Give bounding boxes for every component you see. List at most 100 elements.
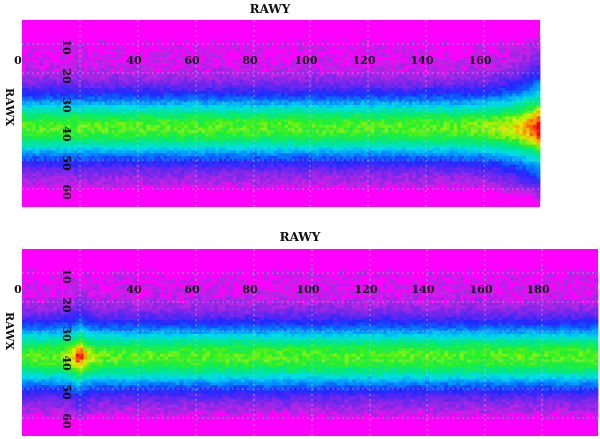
heatmap-cell (343, 156, 348, 160)
heatmap-cell (73, 187, 78, 191)
heatmap-cell (218, 90, 223, 95)
heatmap-cell (360, 73, 365, 78)
heatmap-cell (377, 79, 382, 83)
heatmap-cell (298, 119, 303, 123)
heatmap-cell (363, 90, 368, 95)
heatmap-cell (243, 136, 247, 140)
heatmap-cell (153, 147, 158, 151)
heatmap-cell (284, 116, 289, 120)
heatmap-cell (160, 175, 164, 180)
heatmap-cell (104, 187, 109, 191)
heatmap-cell (101, 178, 106, 182)
heatmap-cell (170, 73, 175, 78)
heatmap-cell (129, 93, 133, 97)
heatmap-cell (87, 90, 92, 95)
heatmap-cell (122, 170, 126, 174)
heatmap-cell (267, 184, 272, 188)
heatmap-cell (35, 105, 40, 109)
heatmap-cell (66, 45, 71, 49)
heatmap-cell (167, 144, 171, 148)
heatmap-cell (63, 150, 68, 154)
heatmap-cell (322, 136, 327, 140)
heatmap-cell (70, 85, 75, 89)
heatmap-cell (122, 130, 126, 134)
heatmap-cell (270, 167, 275, 171)
heatmap-cell (370, 96, 375, 100)
heatmap-cell (84, 175, 89, 180)
heatmap-cell (353, 88, 358, 92)
heatmap-cell (84, 102, 89, 106)
heatmap-cell (180, 156, 185, 160)
heatmap-cell (215, 68, 220, 72)
heatmap-cell (42, 144, 47, 148)
heatmap-cell (191, 73, 196, 78)
heatmap-cell (225, 48, 230, 52)
heatmap-cell (42, 96, 47, 100)
heatmap-cell (291, 167, 296, 171)
heatmap-cell (312, 158, 316, 163)
heatmap-cell (111, 113, 116, 117)
heatmap-cell (84, 93, 89, 97)
heatmap-cell (63, 110, 68, 114)
heatmap-cell (256, 113, 261, 117)
heatmap-cell (305, 139, 310, 143)
heatmap-cell (115, 127, 120, 131)
heatmap-cell (73, 62, 78, 66)
heatmap-cell (367, 105, 372, 109)
heatmap-cell (391, 147, 396, 151)
heatmap-cell (156, 161, 161, 165)
heatmap-cell (346, 56, 351, 61)
heatmap-cell (343, 164, 348, 168)
heatmap-cell (56, 90, 61, 95)
heatmap-cell (77, 127, 82, 131)
heatmap-cell (263, 144, 268, 148)
heatmap-cell (167, 170, 171, 174)
heatmap-cell (80, 124, 85, 129)
heatmap-cell (22, 105, 26, 109)
heatmap-cell (343, 139, 348, 143)
heatmap-cell (66, 167, 71, 171)
heatmap-cell (25, 113, 30, 117)
heatmap-cell (339, 158, 344, 163)
heatmap-cell (104, 122, 109, 126)
heatmap-cell (277, 65, 282, 69)
heatmap-cell (370, 105, 375, 109)
heatmap-cell (39, 110, 44, 114)
heatmap-cell (322, 68, 327, 72)
heatmap-cell (80, 136, 85, 140)
heatmap-cell (118, 116, 123, 120)
heatmap-cell (66, 110, 71, 114)
heatmap-cell (125, 122, 130, 126)
heatmap-cell (153, 113, 158, 117)
heatmap-cell (211, 107, 216, 112)
heatmap-cell (263, 184, 268, 188)
heatmap-cell (270, 119, 275, 123)
heatmap-cell (122, 124, 126, 129)
heatmap-cell (177, 110, 182, 114)
heatmap-cell (118, 167, 123, 171)
heatmap-cell (22, 79, 26, 83)
heatmap-cell (363, 102, 368, 106)
heatmap-cell (170, 68, 175, 72)
heatmap-cell (277, 93, 282, 97)
heatmap-cell (87, 130, 92, 134)
heatmap-cell (205, 79, 209, 83)
heatmap-cell (353, 99, 358, 103)
heatmap-cell (222, 158, 227, 163)
heatmap-cell (77, 82, 82, 86)
heatmap-cell (236, 181, 240, 185)
heatmap-cell (232, 175, 237, 180)
heatmap-cell (194, 156, 199, 160)
heatmap-cell (356, 164, 361, 168)
heatmap-cell (239, 73, 244, 78)
heatmap-cell (256, 144, 261, 148)
heatmap-cell (73, 93, 78, 97)
heatmap-cell (125, 150, 130, 154)
heatmap-cell (253, 42, 258, 46)
heatmap-cell (156, 156, 161, 160)
heatmap-cell (59, 48, 64, 52)
heatmap-cell (132, 173, 137, 177)
heatmap-cell (32, 85, 37, 89)
heatmap-cell (318, 124, 323, 129)
heatmap-cell (160, 65, 164, 69)
